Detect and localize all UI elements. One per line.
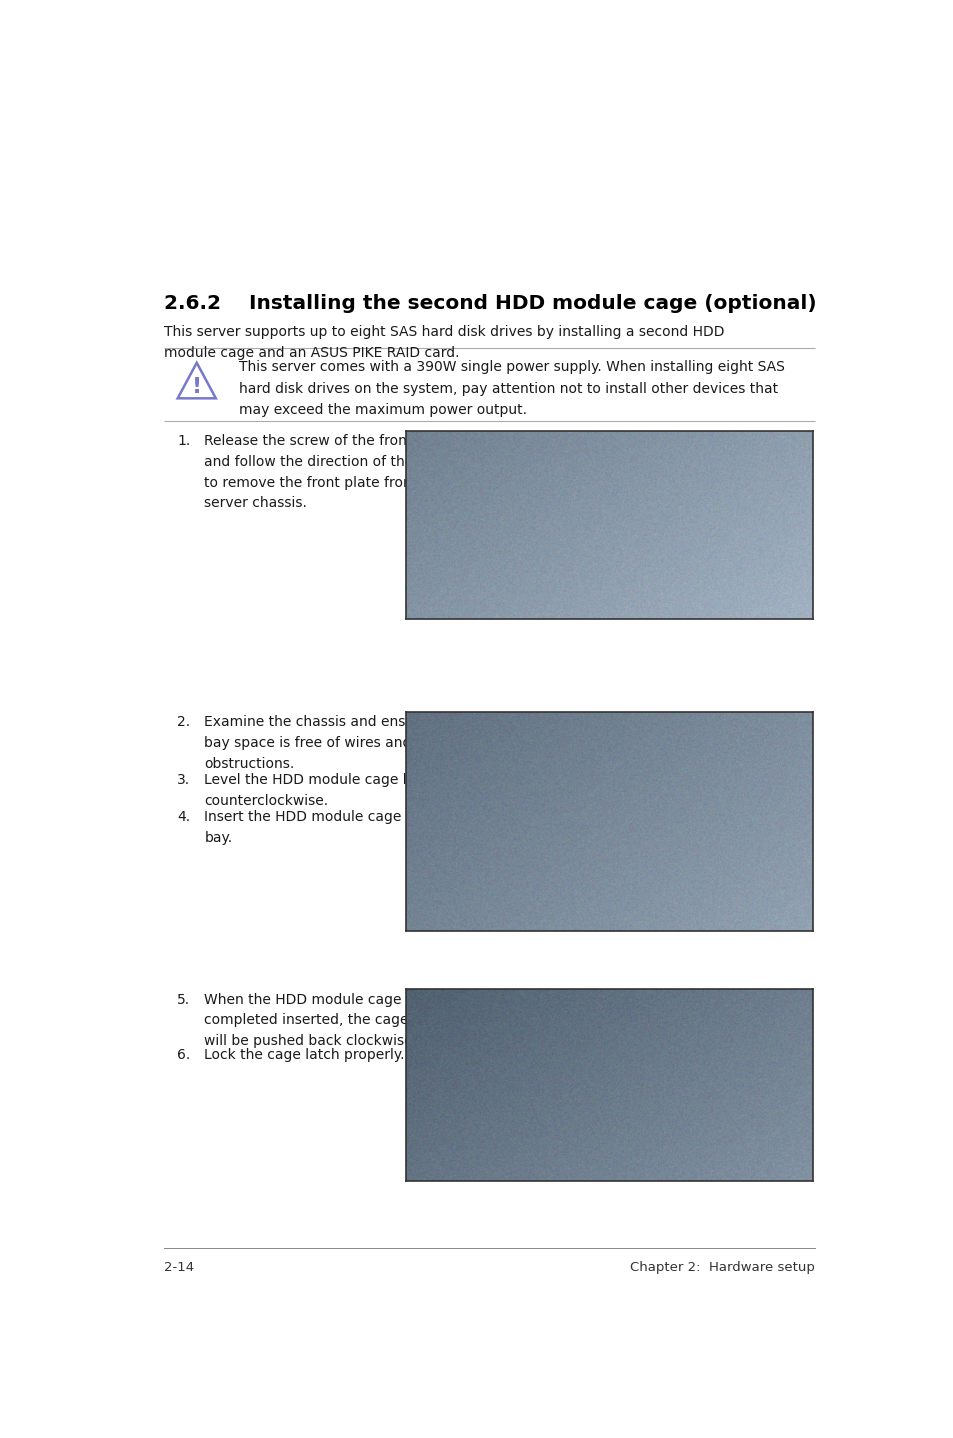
Text: Lock the cage latch properly.: Lock the cage latch properly. (204, 1048, 405, 1063)
Polygon shape (177, 362, 215, 398)
Text: 5.: 5. (177, 992, 191, 1007)
Text: When the HDD module cage is
completed inserted, the cage latch
will be pushed ba: When the HDD module cage is completed in… (204, 992, 447, 1048)
Text: 4.: 4. (177, 810, 191, 824)
Text: This server comes with a 390W single power supply. When installing eight SAS
har: This server comes with a 390W single pow… (239, 361, 784, 417)
Text: 2.6.2    Installing the second HDD module cage (optional): 2.6.2 Installing the second HDD module c… (164, 295, 816, 313)
Text: Level the HDD module cage latch
counterclockwise.: Level the HDD module cage latch counterc… (204, 774, 437, 808)
Text: 6.: 6. (177, 1048, 191, 1063)
Text: Insert the HDD module cage into the
bay.: Insert the HDD module cage into the bay. (204, 810, 459, 844)
Text: This server supports up to eight SAS hard disk drives by installing a second HDD: This server supports up to eight SAS har… (164, 325, 724, 360)
Text: Examine the chassis and ensure the
bay space is free of wires and other
obstruct: Examine the chassis and ensure the bay s… (204, 716, 456, 771)
Text: 3.: 3. (177, 774, 191, 787)
Text: 1.: 1. (177, 434, 191, 449)
Text: Release the screw of the front plate
and follow the direction of the arrow
to re: Release the screw of the front plate and… (204, 434, 457, 510)
Text: 2.: 2. (177, 716, 191, 729)
Text: Chapter 2:  Hardware setup: Chapter 2: Hardware setup (630, 1261, 815, 1274)
Text: !: ! (192, 377, 202, 397)
Text: 2-14: 2-14 (164, 1261, 194, 1274)
